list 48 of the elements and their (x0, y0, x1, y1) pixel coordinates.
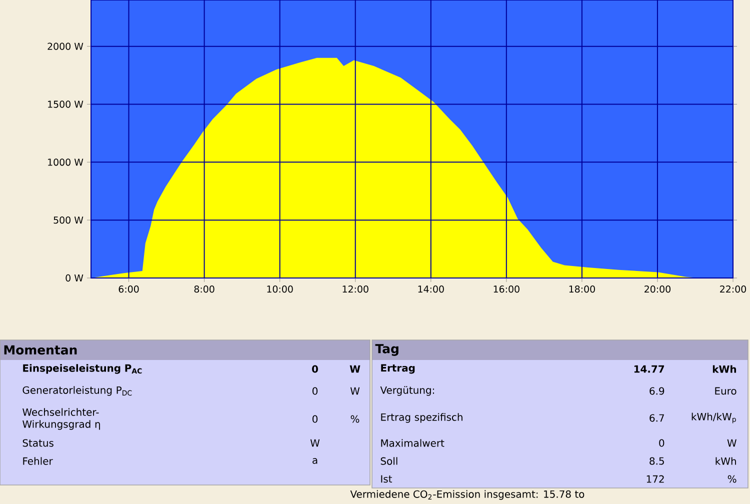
text: Status (22, 439, 54, 447)
text: % (350, 415, 360, 423)
x-tick-label: 14:00 (418, 286, 444, 293)
text: Generatorleistung P$_{DC}$ (22, 386, 132, 396)
text: Ertrag spezifisch (381, 413, 462, 423)
text: kWh (712, 365, 736, 373)
y-tick-label: 1500 W (48, 100, 84, 108)
text: W (310, 439, 320, 447)
text: Soll (380, 457, 398, 465)
text: % (728, 475, 736, 483)
x-tick-label: 12:00 (342, 286, 368, 293)
text: 0 (659, 439, 664, 447)
text: W (350, 365, 360, 373)
text: Euro (715, 387, 736, 395)
text: Vergütung: (380, 386, 434, 396)
text: 14.77 (634, 365, 664, 373)
text: 6.7 (650, 414, 664, 422)
x-tick-label: 6:00 (118, 286, 139, 293)
y-tick-label: 0 W (66, 274, 84, 282)
x-tick-label: 10:00 (267, 286, 293, 293)
text: Tag (375, 344, 398, 356)
text: Einspeiseleistung P$_{AC}$ (23, 364, 142, 374)
x-tick-label: 18:00 (569, 286, 595, 293)
x-tick-label: 16:00 (494, 286, 520, 293)
text: kWh (716, 457, 736, 465)
text: Ist (381, 475, 392, 483)
text: W (727, 439, 736, 447)
text: Momentan (4, 345, 77, 355)
text: 0 (312, 387, 318, 395)
y-tick-label: 500 W (54, 216, 84, 224)
x-tick-label: 22:00 (720, 286, 746, 293)
text: Ertrag (381, 364, 415, 374)
y-tick-label: 1000 W (48, 158, 84, 166)
x-tick-label: 8:00 (194, 286, 214, 293)
text: Fehler (23, 457, 53, 465)
x-tick-label: 20:00 (644, 286, 670, 293)
text: 0 (312, 415, 318, 423)
text: 0 (312, 365, 318, 373)
text: Wechselrichter- Wirkungsgrad η (22, 408, 100, 430)
y-tick-label: 2000 W (48, 42, 84, 50)
text: a (312, 458, 318, 464)
text: 6.9 (650, 387, 664, 395)
text: kWh/kW$_{p}$ (692, 412, 736, 424)
text: 8.5 (650, 457, 664, 465)
text: Maximalwert (381, 439, 444, 447)
text: 172 (646, 475, 664, 483)
text: W (350, 387, 360, 395)
text: Vermiedene CO$_{2}$-Emission insgesamt: 15.78 to (350, 490, 584, 500)
